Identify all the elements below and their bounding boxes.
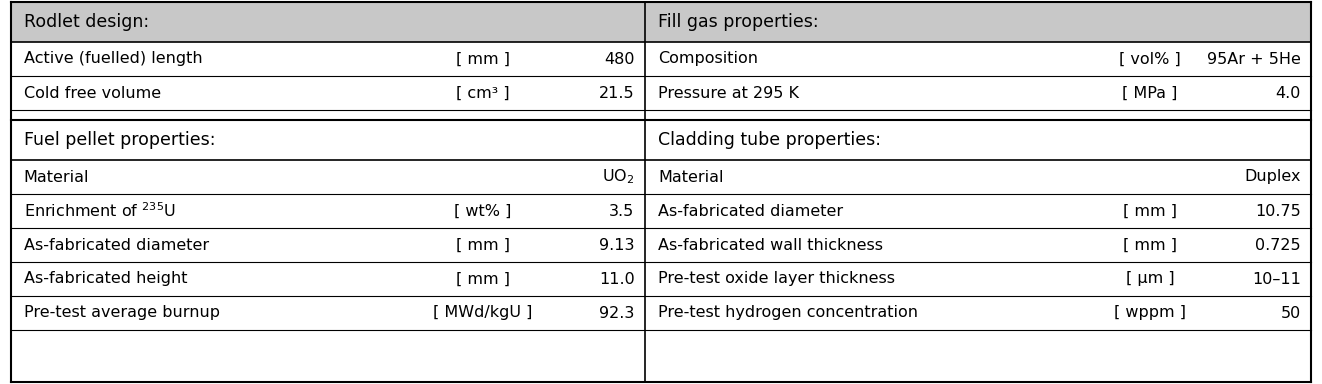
Text: Cold free volume: Cold free volume	[24, 86, 161, 101]
Bar	[11, 2, 1311, 42]
Text: Pre-test oxide layer thickness: Pre-test oxide layer thickness	[658, 271, 895, 286]
Text: UO$_2$: UO$_2$	[602, 168, 635, 186]
Text: Rodlet design:: Rodlet design:	[24, 13, 149, 31]
Text: 11.0: 11.0	[599, 271, 635, 286]
Text: [ wt% ]: [ wt% ]	[453, 204, 512, 218]
Text: [ MWd/kgU ]: [ MWd/kgU ]	[432, 306, 533, 321]
Text: 0.725: 0.725	[1255, 237, 1301, 253]
Text: 95Ar + 5He: 95Ar + 5He	[1207, 51, 1301, 66]
Bar	[11, 42, 1311, 382]
Text: Fuel pellet properties:: Fuel pellet properties:	[24, 131, 215, 149]
Text: 4.0: 4.0	[1276, 86, 1301, 101]
Text: [ mm ]: [ mm ]	[456, 51, 509, 66]
Text: Material: Material	[24, 169, 90, 184]
Text: [ μm ]: [ μm ]	[1126, 271, 1174, 286]
Text: 480: 480	[604, 51, 635, 66]
Text: [ wppm ]: [ wppm ]	[1114, 306, 1186, 321]
Text: [ mm ]: [ mm ]	[456, 271, 509, 286]
Text: Active (fuelled) length: Active (fuelled) length	[24, 51, 202, 66]
Text: Cladding tube properties:: Cladding tube properties:	[658, 131, 880, 149]
Text: 9.13: 9.13	[599, 237, 635, 253]
Text: As-fabricated diameter: As-fabricated diameter	[24, 237, 209, 253]
Text: Pre-test hydrogen concentration: Pre-test hydrogen concentration	[658, 306, 917, 321]
Text: 50: 50	[1281, 306, 1301, 321]
Text: [ cm³ ]: [ cm³ ]	[456, 86, 509, 101]
Text: 10.75: 10.75	[1255, 204, 1301, 218]
Text: Fill gas properties:: Fill gas properties:	[658, 13, 818, 31]
Text: Composition: Composition	[658, 51, 758, 66]
Text: [ mm ]: [ mm ]	[456, 237, 509, 253]
Text: Pre-test average burnup: Pre-test average burnup	[24, 306, 219, 321]
Text: Pressure at 295 K: Pressure at 295 K	[658, 86, 798, 101]
Text: [ vol% ]: [ vol% ]	[1120, 51, 1181, 66]
Text: Enrichment of $^{235}$U: Enrichment of $^{235}$U	[24, 202, 176, 220]
Text: As-fabricated height: As-fabricated height	[24, 271, 188, 286]
Text: 10–11: 10–11	[1252, 271, 1301, 286]
Text: As-fabricated diameter: As-fabricated diameter	[658, 204, 843, 218]
Text: 21.5: 21.5	[599, 86, 635, 101]
Bar	[11, 120, 1311, 160]
Text: [ MPa ]: [ MPa ]	[1122, 86, 1178, 101]
Text: As-fabricated wall thickness: As-fabricated wall thickness	[658, 237, 883, 253]
Text: Material: Material	[658, 169, 723, 184]
Text: 92.3: 92.3	[599, 306, 635, 321]
Text: 3.5: 3.5	[609, 204, 635, 218]
Bar	[11, 110, 1311, 120]
Text: [ mm ]: [ mm ]	[1124, 204, 1177, 218]
Text: Duplex: Duplex	[1244, 169, 1301, 184]
Text: [ mm ]: [ mm ]	[1124, 237, 1177, 253]
